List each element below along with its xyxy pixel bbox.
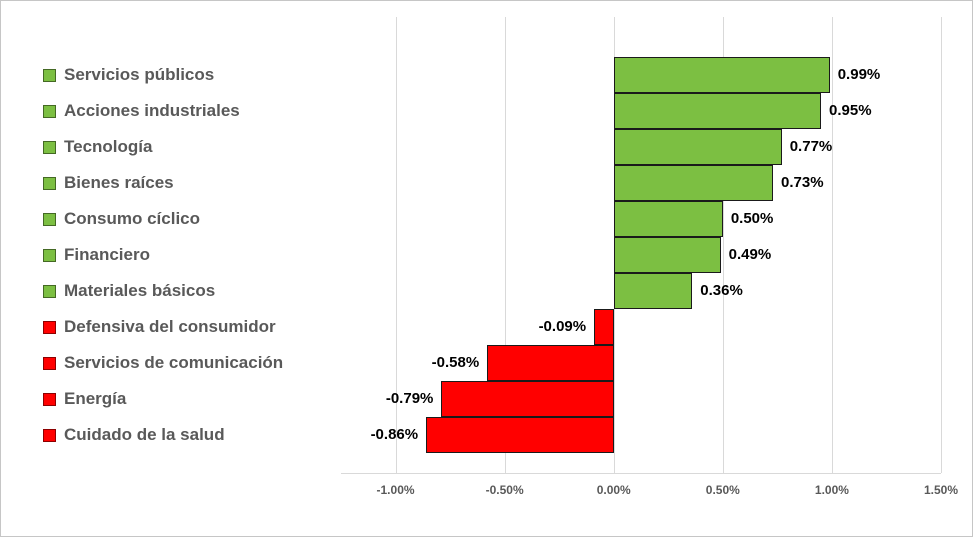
category-marker-icon [43, 212, 56, 226]
category-marker-icon [43, 356, 56, 370]
category-marker-icon [43, 104, 56, 118]
bar-negative [426, 417, 614, 453]
bar-positive [613, 165, 773, 201]
category-label: Servicios de comunicación [1, 345, 339, 381]
category-label-text: Acciones industriales [64, 101, 240, 120]
plot-area: 0.99% 0.95% 0.77% 0.73% 0.50% 0.49% 0.36% -0.09… [341, 17, 942, 474]
value-label: -0.79% [385, 390, 434, 407]
category-label-text: Cuidado de la salud [64, 425, 225, 444]
value-label: 0.99% [837, 66, 881, 83]
bar-negative [594, 309, 614, 345]
x-axis-tick-label: -1.00% [376, 483, 415, 497]
category-label: Consumo cíclico [1, 201, 339, 237]
category-label-text: Consumo cíclico [64, 209, 201, 228]
category-marker-icon [43, 176, 56, 190]
category-label: Financiero [1, 237, 339, 273]
gridline [504, 17, 506, 473]
category-label: Acciones industriales [1, 93, 339, 129]
bar-positive [613, 273, 693, 309]
category-marker-icon [43, 140, 56, 154]
category-marker-icon [43, 68, 56, 82]
bar-negative [487, 345, 614, 381]
category-marker-icon [43, 392, 56, 406]
category-label: Bienes raíces [1, 165, 339, 201]
category-label-text: Energía [64, 389, 127, 408]
value-label: -0.86% [370, 426, 419, 443]
category-label: Defensiva del consumidor [1, 309, 339, 345]
category-label: Cuidado de la salud [1, 417, 339, 453]
category-label: Servicios públicos [1, 57, 339, 93]
bar-positive [613, 237, 721, 273]
category-label: Energía [1, 381, 339, 417]
value-label: 0.73% [781, 174, 824, 191]
bar-positive [613, 57, 830, 93]
gridline [941, 17, 942, 473]
value-label: 0.77% [789, 138, 833, 155]
category-label: Tecnología [1, 129, 339, 165]
gridline [831, 17, 833, 473]
bar-negative [441, 381, 614, 417]
gridline [722, 17, 724, 473]
x-axis-tick-label: 1.00% [814, 483, 849, 497]
category-label-text: Materiales básicos [64, 281, 216, 300]
category-label-text: Servicios de comunicación [64, 353, 284, 372]
x-axis-tick-label: 1.50% [923, 483, 959, 497]
category-label-text: Bienes raíces [64, 173, 174, 192]
value-label: 0.50% [730, 210, 774, 227]
bar-positive [613, 201, 723, 237]
bar-positive [613, 93, 821, 129]
x-axis-tick-label: -0.50% [485, 483, 524, 497]
value-label: 0.49% [728, 246, 772, 263]
value-label: -0.09% [538, 318, 587, 335]
bar-positive [613, 129, 782, 165]
category-marker-icon [43, 320, 56, 334]
category-marker-icon [43, 248, 56, 262]
value-label: 0.95% [829, 102, 872, 119]
category-label-text: Servicios públicos [64, 65, 215, 84]
x-axis-tick-label: 0.50% [705, 483, 740, 497]
category-label-text: Defensiva del consumidor [64, 317, 276, 336]
category-label: Materiales básicos [1, 273, 339, 309]
gridline [395, 17, 397, 473]
category-label-text: Tecnología [64, 137, 153, 156]
category-marker-icon [43, 428, 56, 442]
value-label: -0.58% [431, 354, 480, 371]
value-label: 0.36% [700, 282, 743, 299]
x-axis-tick-label: 0.00% [596, 483, 631, 497]
category-marker-icon [43, 284, 56, 298]
category-label-text: Financiero [64, 245, 150, 264]
